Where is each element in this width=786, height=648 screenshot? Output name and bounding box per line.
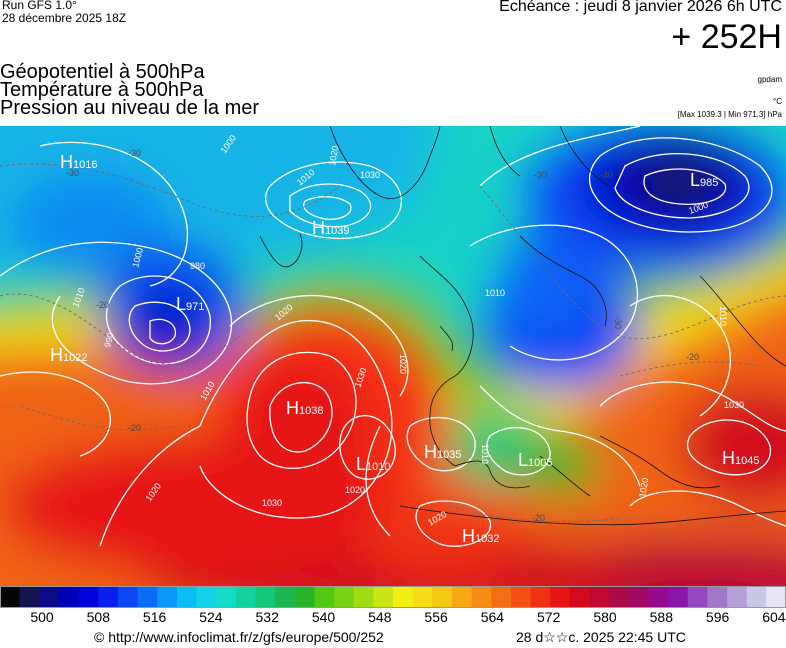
colorbar-swatch bbox=[491, 586, 512, 608]
parameter-list: Géopotentiel à 500hPa Température à 500h… bbox=[0, 61, 260, 119]
temperature-label: -20 bbox=[96, 300, 109, 310]
colorbar-swatch bbox=[550, 586, 571, 608]
temperature-label: -40 bbox=[600, 170, 613, 180]
isobar-lines bbox=[0, 126, 786, 547]
colorbar-swatch bbox=[196, 586, 217, 608]
colorbar-tick-label: 508 bbox=[86, 609, 110, 625]
colorbar-swatch bbox=[353, 586, 374, 608]
colorbar-swatch bbox=[235, 586, 256, 608]
colorbar-swatch bbox=[98, 586, 119, 608]
isobar-label: 1010 bbox=[480, 444, 490, 464]
run-label: Run GFS 1.0° bbox=[2, 0, 77, 12]
colorbar-swatch bbox=[432, 586, 453, 608]
colorbar-tick-label: 532 bbox=[255, 609, 279, 625]
colorbar-swatch bbox=[157, 586, 178, 608]
colorbar-swatch bbox=[0, 586, 21, 608]
colorbar-swatch bbox=[727, 586, 748, 608]
run-date: 28 décembre 2025 18Z bbox=[2, 11, 127, 25]
temperature-label: -30 bbox=[128, 148, 141, 158]
isobar-label: 1030 bbox=[262, 498, 282, 508]
temperature-label: -30 bbox=[534, 170, 547, 180]
colorbar-tick-label: 500 bbox=[30, 609, 54, 625]
colorbar-swatch bbox=[117, 586, 139, 608]
isobar-value-labels: 1000 1010 1020 1030 980 990 1000 1010 10… bbox=[70, 133, 744, 528]
colorbar-tick-label: 604 bbox=[762, 609, 786, 625]
colorbar-swatch bbox=[648, 586, 669, 608]
parameter-temperature: Température à 500hPa bbox=[0, 79, 204, 101]
colorbar-swatch bbox=[255, 586, 276, 608]
isobar-label: 1010 bbox=[485, 288, 505, 298]
colorbar-swatch bbox=[58, 586, 80, 608]
colorbar-tick-label: 580 bbox=[593, 609, 617, 625]
isobar-label: 1030 bbox=[724, 400, 744, 410]
colorbar-swatch bbox=[471, 586, 492, 608]
isobar-label: 980 bbox=[190, 261, 205, 271]
colorbar-swatch bbox=[137, 586, 158, 608]
colorbar-swatch bbox=[589, 586, 610, 608]
unit-pressure-range: [Max 1039.3 | Min 971.3] hPa bbox=[677, 110, 782, 119]
colorbar-swatch bbox=[609, 586, 630, 608]
colorbar-swatch bbox=[275, 586, 296, 608]
forecast-valid-time: Echéance : jeudi 8 janvier 2026 6h UTC bbox=[499, 0, 782, 15]
colorbar-swatch bbox=[373, 586, 394, 608]
isobar-label: 1020 bbox=[637, 477, 650, 498]
colorbar-tick-label: 572 bbox=[537, 609, 561, 625]
colorbar-swatch bbox=[19, 586, 40, 608]
isobar-label: 990 bbox=[102, 331, 116, 348]
colorbar-tick-label: 524 bbox=[199, 609, 223, 625]
colorbar-tick-label: 596 bbox=[705, 609, 730, 625]
parameter-pressure: Pression au niveau de la mer bbox=[0, 97, 260, 119]
coastlines bbox=[259, 126, 786, 526]
colorbar-swatch bbox=[628, 586, 649, 608]
colorbar-tick-label: 556 bbox=[424, 609, 448, 625]
pressure-center-labels: H1016 H1039 L985 L971 H1022 H1038 L1010 … bbox=[50, 152, 759, 546]
unit-temperature: °C bbox=[773, 97, 782, 106]
colorbar-swatch bbox=[314, 586, 335, 608]
isobar-label: 1020 bbox=[398, 354, 408, 374]
colorbar-swatch bbox=[412, 586, 433, 608]
colorbar-swatch bbox=[451, 586, 473, 608]
isobar-label: 1020 bbox=[345, 485, 365, 495]
colorbar-tick-label: 516 bbox=[142, 609, 167, 625]
geopotential-field bbox=[0, 126, 786, 586]
generated-time: 28 d☆☆c. 2025 22:45 UTC bbox=[516, 629, 686, 645]
temperature-label: -20 bbox=[686, 352, 699, 362]
temperature-value-labels: -30 -30 -20 -20 -30 -40 -30 -20 -20 bbox=[66, 148, 699, 523]
colorbar-swatch bbox=[668, 586, 689, 608]
forecast-hours: + 252H bbox=[671, 18, 782, 56]
unit-geopotential: gpdam bbox=[757, 75, 782, 84]
colorbar-swatch bbox=[510, 586, 532, 608]
isobar-label: 1030 bbox=[360, 170, 380, 180]
temperature-label: -30 bbox=[613, 316, 623, 329]
temperature-label: -20 bbox=[128, 423, 141, 433]
source-url: © http://www.infoclimat.fr/z/gfs/europe/… bbox=[94, 629, 384, 645]
colorbar-swatch bbox=[569, 586, 590, 608]
colorbar-swatch bbox=[766, 586, 786, 608]
colorbar-swatch bbox=[687, 586, 708, 608]
colorbar-swatch bbox=[294, 586, 315, 608]
colorbar-tick-label: 540 bbox=[311, 609, 336, 625]
colorbar bbox=[0, 586, 786, 608]
colorbar-swatch bbox=[39, 586, 60, 608]
colorbar-swatch bbox=[78, 586, 99, 608]
colorbar-tick-label: 548 bbox=[368, 609, 392, 625]
weather-map: H1016 H1039 L985 L971 H1022 H1038 L1010 … bbox=[0, 126, 786, 586]
colorbar-swatch bbox=[216, 586, 237, 608]
isobar-label: 1020 bbox=[327, 145, 340, 166]
colorbar-swatch bbox=[393, 586, 414, 608]
colorbar-tick-label: 588 bbox=[649, 609, 673, 625]
colorbar-swatch bbox=[176, 586, 197, 608]
colorbar-tick-label: 564 bbox=[480, 609, 505, 625]
temperature-label: -20 bbox=[532, 513, 545, 523]
colorbar-swatch bbox=[530, 586, 551, 608]
colorbar-swatch bbox=[707, 586, 728, 608]
colorbar-swatch bbox=[334, 586, 355, 608]
isobar-label: 1010 bbox=[718, 306, 728, 326]
parameter-geopotential: Géopotentiel à 500hPa bbox=[0, 61, 205, 83]
temperature-lines bbox=[0, 163, 786, 523]
temperature-label: -30 bbox=[66, 168, 79, 178]
colorbar-swatch bbox=[746, 586, 767, 608]
